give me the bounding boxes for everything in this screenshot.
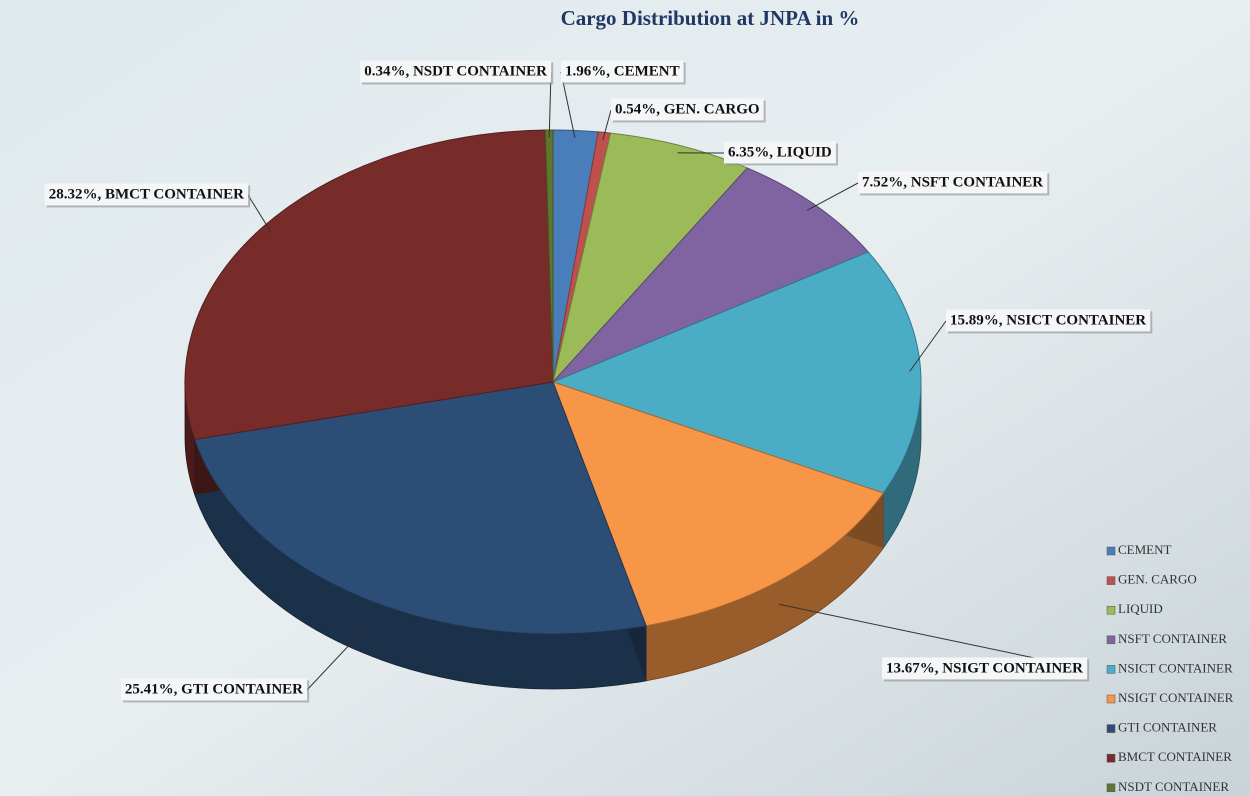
data-label-group: 6.35%, LIQUID	[724, 141, 838, 165]
legend-label: BMCT CONTAINER	[1118, 749, 1232, 764]
chart: Cargo Distribution at JNPA in % 1.96%, C…	[0, 0, 1250, 796]
data-label-group: 25.41%, GTI CONTAINER	[121, 678, 309, 702]
legend-label: GEN. CARGO	[1118, 572, 1197, 587]
chart-title: Cargo Distribution at JNPA in %	[561, 6, 860, 30]
data-label: 13.67%, NSIGT CONTAINER	[886, 660, 1083, 676]
legend-label: NSFT CONTAINER	[1118, 631, 1227, 646]
legend-swatch	[1107, 577, 1115, 585]
legend-swatch	[1107, 606, 1115, 614]
legend-label: NSIGT CONTAINER	[1118, 690, 1234, 705]
legend-swatch	[1107, 784, 1115, 792]
data-label-group: 15.89%, NSICT CONTAINER	[946, 309, 1152, 333]
data-label: 6.35%, LIQUID	[728, 144, 832, 160]
data-label-group: 0.54%, GEN. CARGO	[611, 98, 766, 122]
legend-swatch	[1107, 695, 1115, 703]
data-label: 15.89%, NSICT CONTAINER	[950, 312, 1146, 328]
data-label-group: 7.52%, NSFT CONTAINER	[858, 171, 1049, 195]
legend-swatch	[1107, 547, 1115, 555]
data-label: 7.52%, NSFT CONTAINER	[862, 174, 1043, 190]
data-label: 25.41%, GTI CONTAINER	[125, 681, 303, 697]
data-label-group: 13.67%, NSIGT CONTAINER	[882, 657, 1089, 681]
data-label: 1.96%, CEMENT	[565, 63, 680, 79]
legend-swatch	[1107, 725, 1115, 733]
legend-label: NSDT CONTAINER	[1118, 779, 1229, 794]
legend-label: GTI CONTAINER	[1118, 720, 1217, 735]
legend-swatch	[1107, 665, 1115, 673]
data-label-group: 28.32%, BMCT CONTAINER	[45, 183, 250, 207]
data-label-group: 0.34%, NSDT CONTAINER	[360, 60, 553, 84]
legend-label: LIQUID	[1118, 601, 1163, 616]
data-label: 0.34%, NSDT CONTAINER	[364, 63, 547, 79]
legend-swatch	[1107, 636, 1115, 644]
legend-label: NSICT CONTAINER	[1118, 660, 1233, 675]
legend-label: CEMENT	[1118, 542, 1172, 557]
data-label: 28.32%, BMCT CONTAINER	[49, 186, 244, 202]
data-label: 0.54%, GEN. CARGO	[615, 101, 760, 117]
legend-swatch	[1107, 754, 1115, 762]
data-label-group: 1.96%, CEMENT	[561, 60, 686, 84]
